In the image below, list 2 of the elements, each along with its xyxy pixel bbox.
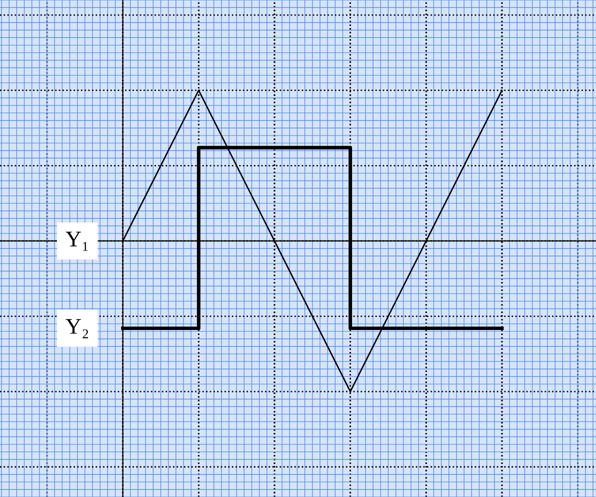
series-label: Y₂ [66, 319, 88, 338]
series-label: Y₁ [66, 232, 88, 251]
